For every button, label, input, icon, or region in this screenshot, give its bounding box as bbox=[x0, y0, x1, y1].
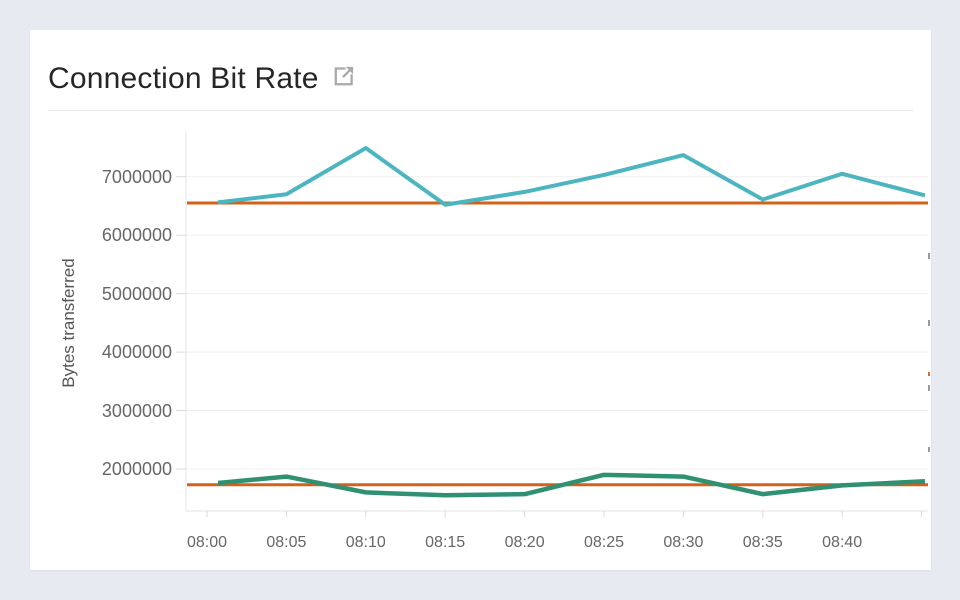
external-link-icon[interactable] bbox=[331, 64, 356, 89]
y-axis-label: Bytes transferred bbox=[59, 258, 78, 388]
clipped-legend-fragment bbox=[928, 320, 930, 326]
clipped-legend-fragment bbox=[928, 385, 930, 391]
chart-card: Connection Bit Rate Bytes transferred 20… bbox=[30, 30, 931, 570]
clipped-legend-fragment bbox=[928, 372, 930, 376]
chart-title: Connection Bit Rate bbox=[48, 61, 319, 95]
chart-header: Connection Bit Rate bbox=[48, 30, 913, 111]
clipped-legend-fragment bbox=[928, 447, 930, 452]
plot-area[interactable] bbox=[186, 131, 928, 511]
clipped-legend-fragment bbox=[928, 253, 930, 259]
